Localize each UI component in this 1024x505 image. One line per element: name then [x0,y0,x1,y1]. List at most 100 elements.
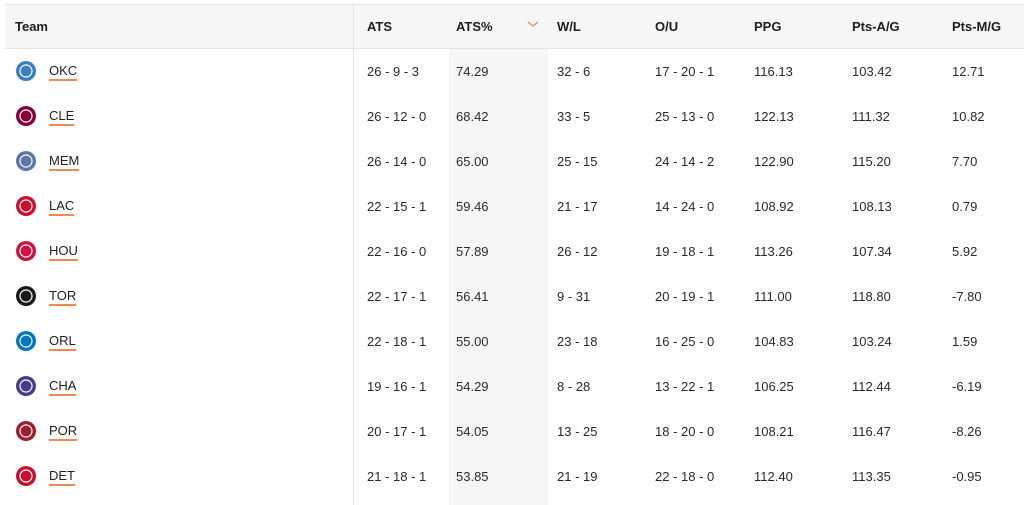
table-header: Team ATS ATS% W/L O/U PPG Pts-A/G Pts-M/… [5,5,1024,49]
team-link[interactable]: ORL [49,319,76,364]
header-ou[interactable]: O/U [655,19,679,34]
cell-ats: 22 - 18 - 1 [367,334,427,349]
clippers-logo-icon [16,196,36,216]
team-link[interactable]: CHA [49,364,77,409]
cell-ppg: 111.00 [754,289,792,304]
table-row: POR 20 - 17 - 1 54.05 13 - 25 18 - 20 - 0 108… [5,409,1024,454]
cell-ats: 26 - 12 - 0 [367,109,427,124]
hornets-logo-icon [16,376,36,396]
team-link[interactable]: POR [49,409,78,454]
cell-pts-m: 7.70 [952,154,978,169]
cell-ats-pct: 53.85 [456,469,489,484]
cell-ats: 20 - 17 - 1 [367,424,427,439]
cell-ats-pct: 74.29 [456,64,489,79]
pistons-logo-icon [16,466,36,486]
cell-pts-m: -8.26 [952,424,982,439]
cell-pts-a: 107.34 [852,244,892,259]
team-link[interactable]: DET [49,454,75,499]
cell-ats: 21 - 18 - 1 [367,469,427,484]
team-link[interactable]: MEM [49,139,80,184]
cell-ats-pct: 56.41 [456,289,489,304]
cell-pts-a: 103.24 [852,334,892,349]
team-link[interactable]: CLE [49,94,75,139]
cell-ppg: 122.90 [754,154,794,169]
cell-wl: 13 - 25 [557,424,598,439]
header-ats[interactable]: ATS [367,19,393,34]
cell-ppg: 104.83 [754,334,794,349]
cell-ats: 22 - 16 - 0 [367,244,427,259]
cell-wl: 23 - 18 [557,334,598,349]
column-divider [353,5,354,505]
cell-pts-a: 118.80 [852,289,891,304]
cell-pts-m: 0.79 [952,199,978,214]
chevron-down-icon[interactable] [527,19,539,29]
cell-wl: 32 - 6 [557,64,591,79]
cell-ou: 25 - 13 - 0 [655,109,715,124]
cell-ppg: 122.13 [754,109,794,124]
cell-ou: 14 - 24 - 0 [655,199,715,214]
cell-ou: 13 - 22 - 1 [655,379,715,394]
cell-pts-m: -0.95 [952,469,982,484]
cell-pts-m: 10.82 [952,109,985,124]
cell-pts-m: -6.19 [952,379,982,394]
cell-pts-a: 108.13 [852,199,892,214]
team-link[interactable]: HOU [49,229,78,274]
header-ppg[interactable]: PPG [754,19,782,34]
cell-ats-pct: 55.00 [456,334,489,349]
cell-wl: 9 - 31 [557,289,591,304]
cell-ats: 19 - 16 - 1 [367,379,427,394]
rockets-logo-icon [16,241,36,261]
cell-ats-pct: 54.29 [456,379,489,394]
team-stats-table: Team ATS ATS% W/L O/U PPG Pts-A/G Pts-M/… [5,4,1024,505]
cell-ats-pct: 65.00 [456,154,489,169]
table-row: CLE 26 - 12 - 0 68.42 33 - 5 25 - 13 - 0 122.… [5,94,1024,139]
cell-pts-a: 111.32 [852,109,890,124]
magic-logo-icon [16,331,36,351]
cell-ats-pct: 57.89 [456,244,489,259]
table-row: TOR 22 - 17 - 1 56.41 9 - 31 20 - 19 - 1 111.… [5,274,1024,319]
cell-pts-m: -7.80 [952,289,982,304]
cell-pts-m: 12.71 [952,64,985,79]
table-row: OKC 26 - 9 - 3 74.29 32 - 6 17 - 20 - 1 116.1… [5,49,1024,94]
cell-ppg: 108.21 [754,424,794,439]
table-row: HOU 22 - 16 - 0 57.89 26 - 12 19 - 18 - 1 113… [5,229,1024,274]
cell-ppg: 108.92 [754,199,794,214]
cell-pts-a: 103.42 [852,64,892,79]
cell-wl: 33 - 5 [557,109,591,124]
cell-ppg: 116.13 [754,64,793,79]
team-link[interactable]: OKC [49,49,78,94]
cell-ou: 22 - 18 - 0 [655,469,715,484]
header-wl[interactable]: W/L [557,19,581,34]
header-pts-m-g[interactable]: Pts-M/G [952,19,1002,34]
cell-ou: 18 - 20 - 0 [655,424,715,439]
table-row: MEM 26 - 14 - 0 65.00 25 - 15 24 - 14 - 2 122… [5,139,1024,184]
cell-wl: 26 - 12 [557,244,598,259]
cell-pts-m: 5.92 [952,244,978,259]
header-ats-pct[interactable]: ATS% [456,19,493,34]
cell-pts-a: 116.47 [852,424,891,439]
team-link[interactable]: LAC [49,184,75,229]
cell-ats: 26 - 14 - 0 [367,154,427,169]
cell-ats: 22 - 17 - 1 [367,289,427,304]
header-team[interactable]: Team [15,19,48,34]
cell-pts-m: 1.59 [952,334,978,349]
cell-pts-a: 115.20 [852,154,891,169]
thunder-logo-icon [16,61,36,81]
sorted-column-highlight [449,49,548,505]
raptors-logo-icon [16,286,36,306]
header-pts-a-g[interactable]: Pts-A/G [852,19,900,34]
cell-ats-pct: 59.46 [456,199,489,214]
cell-ats-pct: 68.42 [456,109,489,124]
trail-blazers-logo-icon [16,421,36,441]
table-row: ORL 22 - 18 - 1 55.00 23 - 18 16 - 25 - 0 104… [5,319,1024,364]
cavaliers-logo-icon [16,106,36,126]
cell-wl: 21 - 19 [557,469,598,484]
cell-ppg: 112.40 [754,469,793,484]
table-row: CHA 19 - 16 - 1 54.29 8 - 28 13 - 22 - 1 106.… [5,364,1024,409]
grizzlies-logo-icon [16,151,36,171]
cell-ppg: 113.26 [754,244,793,259]
cell-ppg: 106.25 [754,379,794,394]
cell-ats: 26 - 9 - 3 [367,64,420,79]
cell-ats: 22 - 15 - 1 [367,199,427,214]
team-link[interactable]: TOR [49,274,77,319]
